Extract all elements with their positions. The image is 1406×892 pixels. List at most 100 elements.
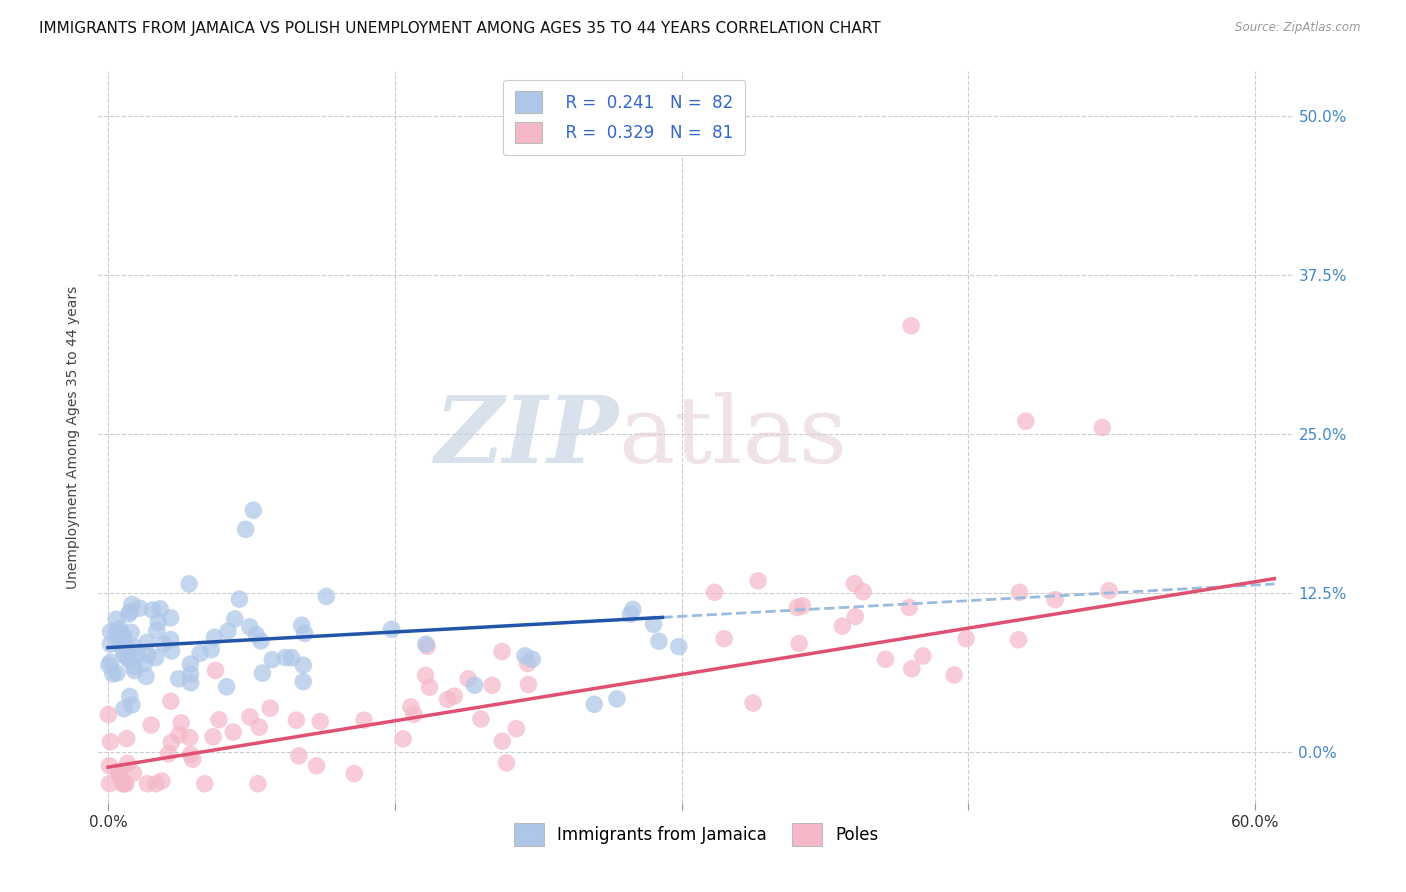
Point (415, 637, 437, 651)
Point (246, 777, 269, 791)
Point (136, 777, 159, 791)
Point (583, 698, 606, 712)
Point (288, 748, 311, 763)
Point (114, 648, 136, 662)
Point (98, 758, 121, 772)
Point (343, 766, 366, 780)
Point (291, 618, 314, 632)
Point (112, 632, 135, 646)
Point (170, 715, 193, 730)
Point (145, 777, 167, 791)
Point (1098, 583, 1121, 598)
Point (179, 731, 201, 745)
Point (1015, 414, 1038, 428)
Point (792, 599, 814, 613)
Point (353, 713, 375, 727)
Point (224, 612, 246, 626)
Point (943, 668, 966, 682)
Point (150, 774, 173, 789)
Point (136, 648, 159, 662)
Point (250, 633, 273, 648)
Point (742, 696, 765, 710)
Point (274, 650, 297, 665)
Point (108, 625, 131, 640)
Point (436, 692, 458, 706)
Point (747, 574, 769, 588)
Point (516, 657, 538, 671)
Point (200, 642, 222, 657)
Point (202, 730, 225, 744)
Text: IMMIGRANTS FROM JAMAICA VS POLISH UNEMPLOYMENT AMONG AGES 35 TO 44 YEARS CORRELA: IMMIGRANTS FROM JAMAICA VS POLISH UNEMPL… (39, 21, 882, 36)
Legend: Immigrants from Jamaica, Poles: Immigrants from Jamaica, Poles (505, 814, 887, 855)
Point (153, 637, 176, 651)
Point (464, 678, 486, 692)
Text: ZIP: ZIP (434, 392, 619, 482)
Point (124, 640, 146, 655)
Point (160, 694, 183, 708)
Point (315, 590, 337, 604)
Point (118, 690, 141, 704)
Point (294, 626, 316, 640)
Point (146, 624, 169, 638)
Point (955, 632, 977, 646)
Point (98, 777, 121, 791)
Point (127, 648, 149, 662)
Point (159, 632, 181, 647)
Point (108, 622, 131, 636)
Point (136, 635, 159, 649)
Point (875, 652, 897, 666)
Text: Source: ZipAtlas.com: Source: ZipAtlas.com (1236, 21, 1361, 34)
Point (491, 644, 513, 658)
Point (177, 577, 200, 591)
Point (135, 669, 157, 683)
Point (180, 747, 202, 762)
Point (112, 702, 135, 716)
Point (443, 689, 465, 703)
Point (1007, 632, 1029, 647)
Point (402, 707, 425, 722)
Point (115, 731, 138, 746)
Point (901, 662, 924, 676)
Point (112, 630, 135, 644)
Point (121, 698, 143, 712)
Point (1043, 592, 1066, 607)
Point (105, 666, 128, 681)
Point (844, 576, 866, 591)
Point (98, 637, 121, 651)
Point (110, 626, 132, 640)
Point (117, 756, 139, 771)
Y-axis label: Unemployment Among Ages 35 to 44 years: Unemployment Among Ages 35 to 44 years (66, 285, 80, 589)
Point (122, 766, 145, 780)
Point (204, 630, 226, 644)
Point (470, 712, 492, 726)
Point (668, 640, 690, 654)
Point (239, 620, 262, 634)
Point (606, 692, 628, 706)
Point (134, 656, 156, 670)
Point (149, 602, 172, 616)
Point (97, 658, 120, 673)
Point (787, 636, 810, 650)
Point (242, 503, 264, 517)
Point (495, 756, 517, 770)
Point (852, 584, 875, 599)
Point (844, 609, 866, 624)
Point (309, 714, 332, 729)
Point (643, 617, 665, 632)
Point (292, 674, 315, 689)
Point (100, 655, 122, 669)
Point (167, 672, 190, 686)
Point (619, 607, 641, 622)
Point (648, 634, 671, 648)
Point (160, 644, 183, 658)
Point (101, 666, 124, 681)
Point (104, 624, 127, 639)
Point (215, 680, 238, 694)
Point (280, 650, 302, 665)
Point (217, 624, 239, 639)
Point (517, 677, 540, 691)
Point (159, 611, 181, 625)
Point (188, 646, 211, 660)
Point (105, 612, 128, 626)
Point (247, 720, 270, 734)
